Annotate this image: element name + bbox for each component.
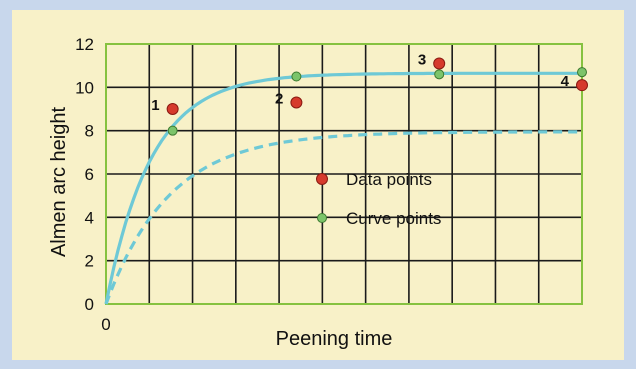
y-tick-label: 4 <box>85 208 94 227</box>
y-tick-label: 2 <box>85 252 94 271</box>
x-axis-label: Peening time <box>276 328 393 350</box>
curve-point <box>167 125 178 136</box>
legend-label: Data points <box>346 170 432 189</box>
y-tick-label: 10 <box>75 78 94 97</box>
solid-curve <box>104 71 582 305</box>
data-point <box>433 57 446 70</box>
dashed-curve <box>104 130 583 305</box>
curve-point <box>577 67 587 78</box>
data-point <box>576 79 588 92</box>
y-tick-label: 6 <box>85 165 94 184</box>
y-tick-label: 8 <box>85 122 94 141</box>
data-point-label: 4 <box>561 73 570 90</box>
data-point-label: 3 <box>418 52 426 69</box>
x-tick-label: 0 <box>101 315 110 334</box>
data-point-label: 1 <box>151 97 159 114</box>
curve-point <box>291 71 302 82</box>
y-tick-label: 12 <box>75 35 94 54</box>
data-point-label: 2 <box>275 91 283 108</box>
legend-marker <box>316 173 328 185</box>
y-tick-label: 0 <box>85 295 94 314</box>
data-point <box>166 103 179 115</box>
curve-point <box>434 69 445 80</box>
data-point <box>290 96 303 109</box>
legend-label: Curve points <box>346 209 441 228</box>
chart-panel <box>12 10 624 360</box>
y-axis-label: Almen arc height <box>48 107 70 258</box>
plot-border <box>105 43 583 305</box>
legend-marker <box>317 213 327 223</box>
